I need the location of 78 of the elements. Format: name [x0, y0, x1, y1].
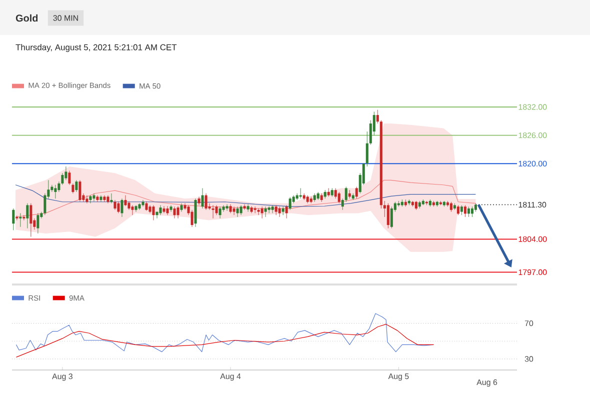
candlestick — [75, 180, 78, 192]
candlestick — [162, 206, 166, 214]
candlestick — [376, 110, 379, 124]
candlestick — [100, 195, 102, 202]
candlestick — [96, 195, 99, 202]
candlestick — [390, 206, 393, 229]
candlestick — [450, 202, 452, 212]
candlestick — [124, 195, 127, 206]
candlestick — [467, 206, 470, 218]
candlestick — [44, 193, 46, 216]
candlestick — [145, 201, 148, 212]
candlestick — [152, 204, 155, 220]
candlestick — [204, 193, 208, 210]
candlestick — [260, 206, 264, 219]
candlestick — [68, 170, 71, 186]
candlestick — [170, 204, 172, 212]
candlestick — [215, 204, 218, 216]
candlestick — [246, 204, 250, 212]
candlestick — [274, 204, 278, 216]
candlestick — [355, 186, 358, 199]
candlestick — [288, 196, 292, 210]
candlestick — [159, 204, 162, 216]
candlestick — [264, 206, 267, 218]
candlestick — [366, 131, 368, 167]
candlestick — [257, 208, 260, 216]
candlestick — [190, 210, 194, 228]
candlestick — [464, 204, 466, 218]
candlestick — [341, 198, 344, 210]
candlestick — [236, 206, 239, 218]
candlestick — [180, 203, 183, 212]
candlestick — [338, 192, 340, 204]
candlestick — [26, 203, 29, 229]
candlestick — [166, 206, 169, 216]
chart-title: Gold — [16, 14, 38, 22]
candlestick — [117, 201, 120, 214]
candlestick — [460, 204, 463, 216]
candlestick — [114, 200, 116, 210]
candlestick — [54, 184, 57, 199]
candlestick — [92, 193, 96, 202]
candlestick — [89, 195, 92, 204]
candlestick — [271, 204, 274, 214]
candlestick — [198, 196, 200, 206]
candlestick — [254, 206, 256, 214]
candlestick — [240, 204, 242, 216]
candlestick — [386, 203, 390, 229]
candlestick — [285, 204, 288, 219]
candlestick — [470, 206, 474, 218]
candlestick — [232, 206, 236, 216]
candlestick — [226, 204, 228, 212]
candlestick — [222, 204, 225, 212]
candlestick — [86, 195, 88, 204]
line-series — [16, 324, 434, 358]
candlestick — [36, 212, 40, 234]
candlestick — [456, 204, 460, 216]
candlestick — [78, 180, 82, 202]
candlestick — [120, 198, 124, 218]
candlestick — [173, 206, 176, 219]
candlestick — [194, 198, 197, 228]
candlestick — [218, 206, 222, 219]
candlestick — [243, 204, 246, 210]
candlestick — [201, 188, 204, 209]
candlestick — [334, 188, 337, 199]
candlestick — [103, 195, 106, 202]
candlestick — [19, 212, 22, 228]
candlestick — [72, 183, 74, 194]
candlestick — [134, 204, 138, 212]
candlestick — [12, 208, 15, 230]
candlestick — [131, 204, 134, 216]
chart-subtitle: Thursday, August 5, 2021 5:21:01 AM CET — [16, 44, 177, 52]
candlestick — [110, 193, 113, 204]
candlestick — [30, 203, 32, 238]
candlestick — [268, 206, 270, 214]
candlestick — [344, 186, 348, 202]
candlestick — [142, 200, 144, 207]
candlestick — [282, 206, 284, 216]
candlestick — [176, 206, 180, 219]
candlestick — [278, 206, 281, 218]
candlestick — [212, 204, 214, 219]
